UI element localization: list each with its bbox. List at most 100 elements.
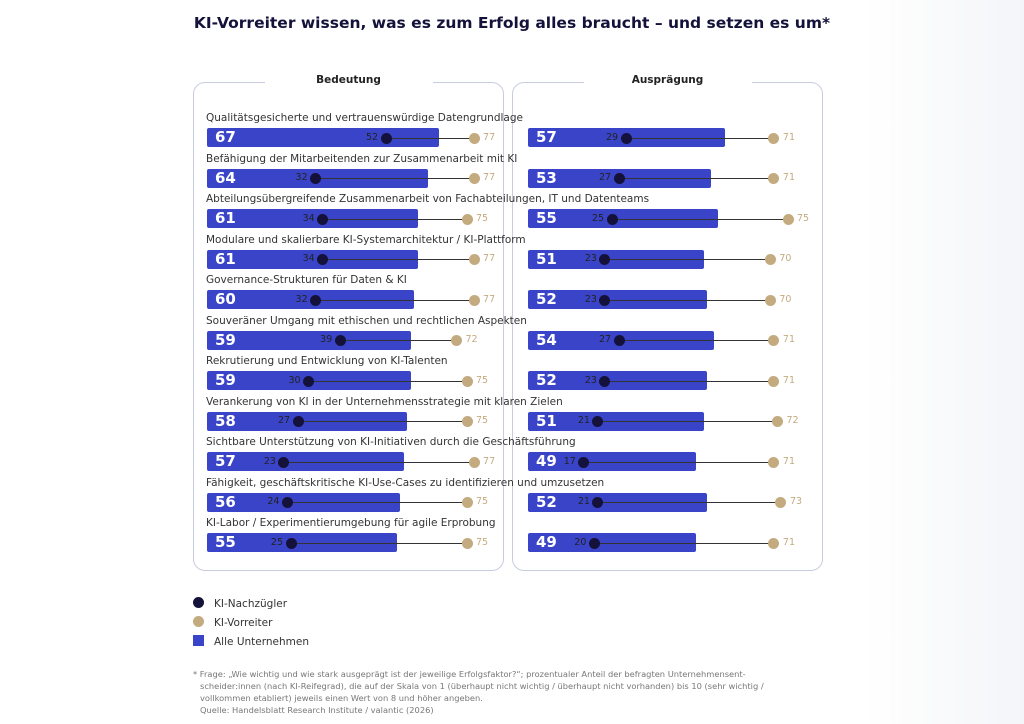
value-laggard: 25: [270, 536, 283, 548]
dot-leader: [768, 456, 780, 468]
range-line: [386, 137, 475, 139]
range-line: [283, 461, 475, 463]
value-leader: 75: [476, 374, 489, 386]
bar-all-companies: 61: [207, 209, 418, 228]
value-laggard: 21: [577, 496, 590, 507]
value-laggard: 30: [288, 374, 301, 386]
row-label: Modulare und skalierbare KI-Systemarchit…: [206, 233, 526, 246]
range-line: [626, 137, 774, 139]
value-leader: 71: [782, 172, 795, 183]
bar-value: 57: [215, 452, 236, 470]
legend-item-laggard: KI-Nachzügler: [193, 597, 287, 610]
dot-laggard: [606, 213, 618, 225]
range-line: [315, 299, 475, 301]
dot-leader: [468, 132, 480, 144]
value-leader: 75: [476, 536, 489, 548]
value-leader: 72: [465, 334, 478, 345]
legend-label: Alle Unternehmen: [214, 636, 309, 648]
value-laggard: 52: [365, 131, 379, 143]
dot-laggard: [310, 173, 322, 184]
dot-leader: [468, 456, 480, 468]
row-label: Befähigung der Mitarbeitenden zur Zusamm…: [206, 152, 518, 165]
range-line: [298, 421, 467, 422]
value-leader: 71: [782, 334, 795, 345]
value-laggard: 21: [577, 415, 590, 426]
legend-item-all: Alle Unternehmen: [193, 635, 309, 648]
row-label: Souveräner Umgang mit ethischen und rech…: [206, 314, 527, 327]
range-line: [619, 340, 774, 341]
bar-value: 52: [536, 371, 557, 389]
bar-value: 61: [215, 249, 236, 268]
legend-square-icon: [193, 635, 204, 646]
bar-value: 57: [536, 128, 557, 146]
legend-label: KI-Vorreiter: [214, 617, 273, 629]
bar-value: 60: [215, 290, 236, 308]
dot-leader: [768, 335, 780, 346]
background-fade: [864, 0, 1024, 724]
bar-value: 55: [536, 209, 557, 227]
dot-laggard: [317, 254, 329, 265]
value-laggard: 23: [584, 293, 597, 305]
value-leader: 72: [786, 415, 799, 426]
value-leader: 75: [476, 496, 489, 507]
chart-title: KI-Vorreiter wissen, was es zum Erfolg a…: [193, 14, 831, 32]
value-laggard: 20: [574, 536, 587, 548]
dot-leader: [461, 497, 473, 508]
panel-bedeutung: Bedeutung: [193, 74, 504, 571]
dot-laggard: [613, 173, 625, 184]
range-line: [612, 218, 788, 220]
bar-value: 49: [536, 452, 557, 470]
range-line: [291, 542, 467, 544]
dot-laggard: [599, 294, 611, 306]
value-laggard: 17: [563, 455, 576, 467]
value-leader: 71: [782, 536, 795, 548]
bar-value: 51: [536, 411, 557, 430]
panel-title: Bedeutung: [264, 74, 433, 86]
range-line: [340, 340, 457, 341]
bar-value: 51: [536, 249, 557, 268]
dot-laggard: [310, 294, 322, 306]
value-laggard: 24: [267, 496, 280, 507]
dot-leader: [461, 537, 473, 549]
value-laggard: 29: [605, 131, 619, 143]
value-leader: 77: [483, 131, 496, 143]
dot-leader: [782, 213, 794, 225]
panel-auspraegung: Ausprägung: [512, 74, 823, 571]
dot-laggard: [588, 537, 600, 549]
dot-leader: [468, 254, 480, 265]
range-line: [322, 218, 467, 220]
value-leader: 77: [483, 253, 496, 264]
bar-value: 55: [215, 533, 236, 551]
footnote: * Frage: „Wie wichtig und wie stark ausg…: [193, 668, 813, 716]
row-label: KI-Labor / Experimentierumgebung für agi…: [206, 517, 496, 529]
row-label: Verankerung von KI in der Unternehmensst…: [206, 395, 563, 408]
range-line: [604, 380, 774, 382]
dot-laggard: [292, 416, 304, 427]
range-line: [619, 178, 774, 179]
row-label: Qualitätsgesicherte und vertrauenswürdig…: [206, 112, 523, 124]
row-label: Fähigkeit, geschäftskritische KI-Use-Cas…: [206, 476, 605, 489]
legend-dot-icon: [193, 616, 204, 627]
dot-laggard: [317, 213, 329, 225]
value-leader: 70: [779, 293, 792, 305]
value-laggard: 23: [584, 253, 597, 264]
range-line: [604, 299, 771, 301]
bar-value: 53: [536, 168, 557, 187]
range-line: [308, 380, 467, 382]
footnote-line: * Frage: „Wie wichtig und wie stark ausg…: [193, 669, 746, 679]
legend-item-leader: KI-Vorreiter: [193, 616, 272, 629]
legend-dot-icon: [193, 597, 204, 608]
row-label: Rekrutierung und Entwicklung von KI-Tale…: [206, 355, 448, 367]
value-laggard: 27: [598, 172, 612, 183]
dot-leader: [768, 375, 780, 387]
value-leader: 75: [476, 212, 489, 224]
footnote-line: scheider:innen (nach KI-Reifegrad), die …: [200, 681, 764, 691]
dot-laggard: [380, 132, 392, 144]
value-leader: 75: [797, 212, 810, 224]
dot-leader: [775, 497, 787, 508]
bar-value: 52: [536, 492, 557, 511]
dot-leader: [461, 416, 473, 427]
dot-leader: [768, 173, 780, 184]
bar-value: 49: [536, 533, 557, 551]
footnote-line: vollkommen etabliert) jeweils einen Wert…: [200, 693, 483, 703]
